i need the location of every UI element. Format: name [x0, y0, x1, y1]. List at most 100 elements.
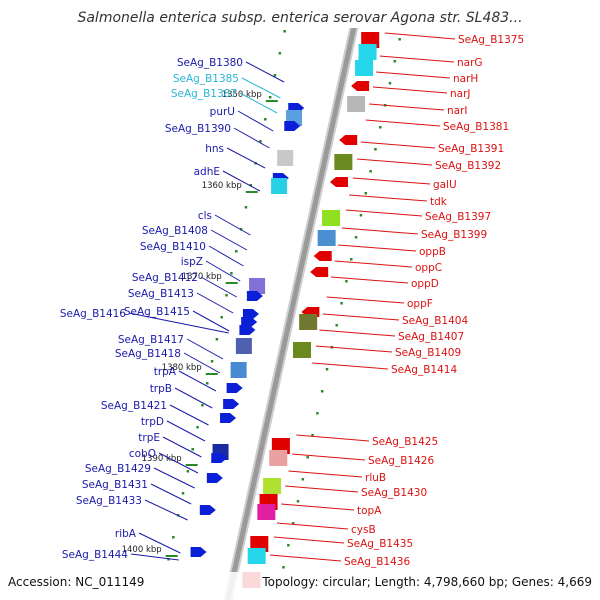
leader-line: [233, 127, 270, 149]
leader-line: [384, 32, 456, 40]
gene-arrow: [351, 81, 370, 91]
left-gene-label: hns: [205, 143, 224, 155]
leader-line: [186, 338, 224, 360]
leader-line: [239, 92, 278, 114]
track-dot: [345, 280, 348, 283]
kbp-label: 1350 kbp: [222, 90, 262, 100]
leader-line: [183, 352, 221, 374]
gene-block: [230, 362, 247, 378]
leader-line: [379, 55, 455, 63]
topology-text: Topology: circular; Length: 4,798,660 bp…: [261, 575, 592, 589]
left-gene-label: SeAg_B1413: [128, 288, 194, 300]
gene-block: [277, 150, 294, 166]
leader-line: [276, 522, 349, 530]
track-dot: [186, 470, 190, 473]
leader-line: [292, 453, 366, 461]
track-dot: [350, 258, 353, 261]
track-dot: [379, 126, 382, 129]
left-gene-label: SeAg_B1387: [171, 88, 237, 100]
gene-block: [249, 278, 266, 294]
leader-line: [338, 244, 417, 252]
track-dot: [273, 74, 277, 77]
right-gene-label: narH: [453, 73, 478, 85]
gene-block: [235, 338, 252, 354]
footer-background: [0, 572, 600, 600]
gene-arrow: [339, 135, 358, 145]
leader-line: [312, 362, 389, 370]
leader-line: [269, 554, 342, 562]
leader-line: [285, 485, 359, 493]
gene-block: [299, 314, 318, 330]
leader-line: [352, 177, 431, 185]
right-gene-label: oppC: [415, 262, 442, 274]
gene-block: [347, 96, 366, 112]
left-gene-label: SeAg_B1417: [118, 334, 184, 346]
leader-line: [205, 260, 241, 282]
right-gene-label: narJ: [450, 88, 471, 100]
leader-line: [334, 260, 413, 268]
right-gene-label: rluB: [365, 472, 386, 484]
gene-block: [334, 154, 353, 170]
left-gene-label: SeAg_B1421: [101, 400, 167, 412]
label-leaders: [128, 32, 456, 562]
left-gene-label: cobO: [129, 448, 156, 460]
gene-arrow: [313, 251, 332, 261]
left-gene-label: trpB: [150, 383, 172, 395]
track-dot: [311, 434, 314, 437]
leader-line: [341, 227, 419, 235]
kbp-label: 1360 kbp: [202, 181, 242, 191]
gene-arrow: [242, 309, 259, 319]
leader-line: [241, 77, 281, 99]
right-gene-label: SeAg_B1409: [395, 347, 461, 359]
gene-block: [271, 178, 288, 194]
track-dot: [335, 324, 338, 327]
right-gene-label: oppB: [419, 246, 446, 258]
track-dot: [268, 96, 272, 99]
gene-arrow: [284, 121, 301, 131]
track-dot: [191, 448, 194, 451]
track-dot: [249, 184, 253, 187]
leader-line: [345, 209, 423, 217]
track-dot: [354, 236, 358, 239]
left-gene-label: SeAg_B1444: [62, 549, 128, 561]
left-gene-label: SeAg_B1408: [142, 225, 208, 237]
leader-line: [349, 194, 428, 202]
track-dot: [210, 360, 214, 363]
right-gene-label: narI: [447, 105, 468, 117]
right-gene-label: oppF: [407, 298, 433, 310]
track-dot: [282, 566, 285, 569]
leader-line: [315, 345, 393, 353]
leader-line: [245, 61, 285, 83]
gene-block: [358, 44, 377, 60]
right-gene-label: SeAg_B1425: [372, 436, 438, 448]
track-dot: [340, 302, 343, 305]
right-gene-label: topA: [357, 505, 382, 517]
track-dot: [306, 456, 309, 459]
right-gene-label: SeAg_B1430: [361, 487, 427, 499]
track-dot: [264, 118, 267, 121]
track-dot: [359, 214, 363, 217]
right-gene-label: SeAg_B1404: [402, 315, 468, 327]
leader-line: [369, 103, 445, 111]
leader-line: [200, 276, 237, 298]
leader-line: [192, 310, 230, 332]
gene-block: [322, 210, 341, 226]
leader-line: [153, 467, 195, 489]
left-gene-label: SeAg_B1431: [82, 479, 148, 491]
left-gene-label: SeAg_B1412: [132, 272, 198, 284]
left-gene-label: purU: [210, 106, 235, 118]
leader-line: [319, 329, 396, 337]
gene-arrow: [310, 267, 329, 277]
leader-line: [138, 532, 181, 554]
leader-line: [326, 296, 405, 304]
left-gene-label: ribA: [115, 528, 137, 540]
kbp-label: 1400 kbp: [122, 545, 162, 555]
right-gene-label: oppD: [411, 278, 439, 290]
leader-line: [130, 553, 179, 561]
gene-arrow: [241, 317, 258, 327]
map-title: Salmonella enterica subsp. enterica sero…: [77, 10, 522, 26]
leader-line: [376, 71, 451, 79]
gene-arrow: [211, 453, 228, 463]
gene-arrow: [329, 177, 348, 187]
track-dot: [287, 544, 290, 547]
